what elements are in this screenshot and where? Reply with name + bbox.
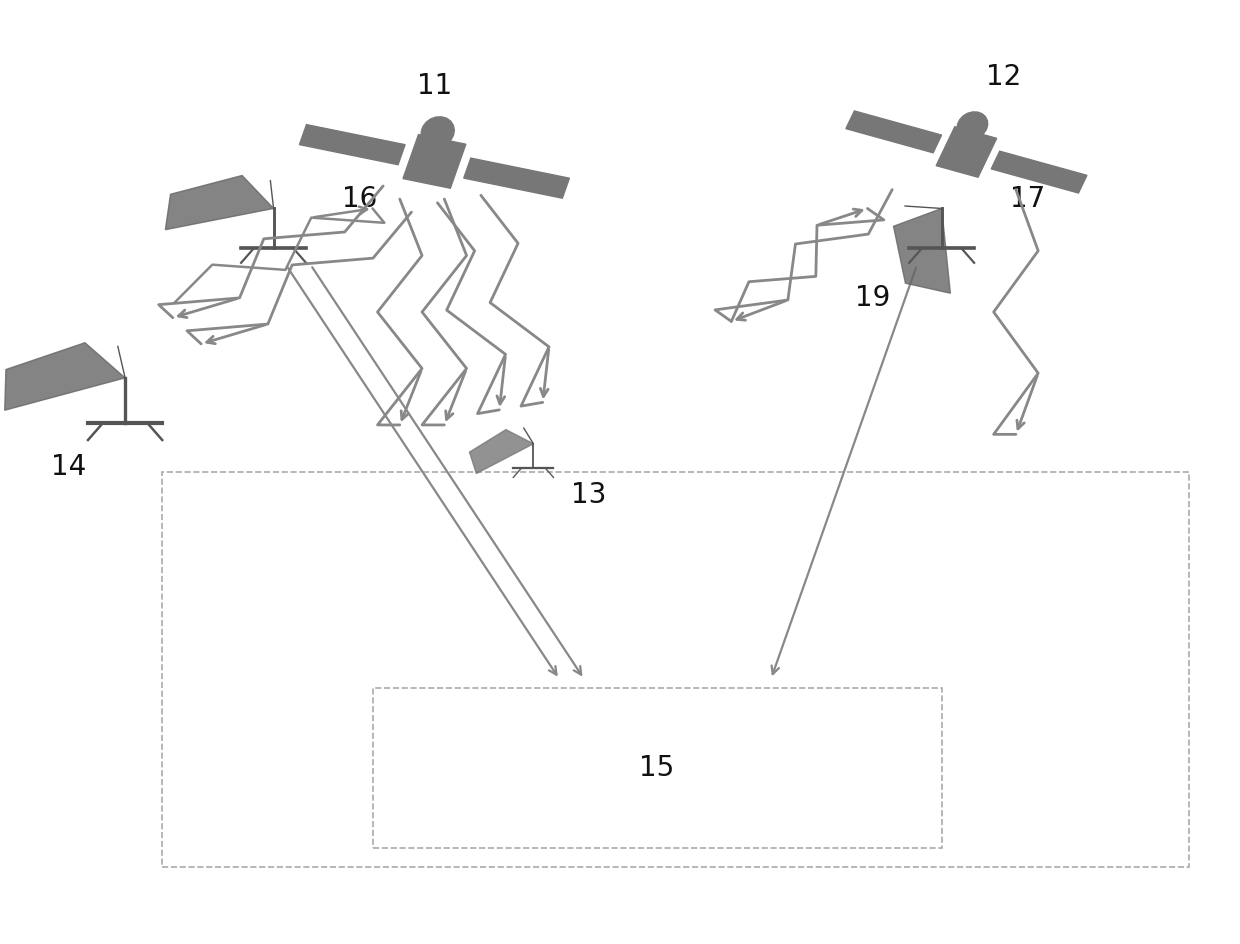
Polygon shape — [894, 209, 950, 294]
Text: 15: 15 — [640, 754, 675, 783]
Bar — [162, 472, 1189, 868]
Polygon shape — [422, 117, 454, 147]
Text: 17: 17 — [1009, 185, 1045, 213]
Polygon shape — [936, 126, 997, 177]
Polygon shape — [470, 430, 533, 474]
Polygon shape — [846, 111, 941, 153]
Text: 12: 12 — [986, 63, 1022, 91]
Text: 14: 14 — [51, 453, 86, 481]
Polygon shape — [5, 343, 125, 411]
Polygon shape — [464, 158, 569, 198]
Text: 13: 13 — [570, 481, 606, 510]
Polygon shape — [957, 112, 988, 140]
Polygon shape — [403, 135, 466, 188]
Polygon shape — [299, 125, 405, 164]
Polygon shape — [165, 176, 274, 229]
Text: 11: 11 — [417, 73, 453, 100]
Text: 19: 19 — [856, 284, 890, 312]
Polygon shape — [991, 151, 1087, 193]
Text: 16: 16 — [342, 185, 377, 213]
Bar — [372, 688, 941, 849]
